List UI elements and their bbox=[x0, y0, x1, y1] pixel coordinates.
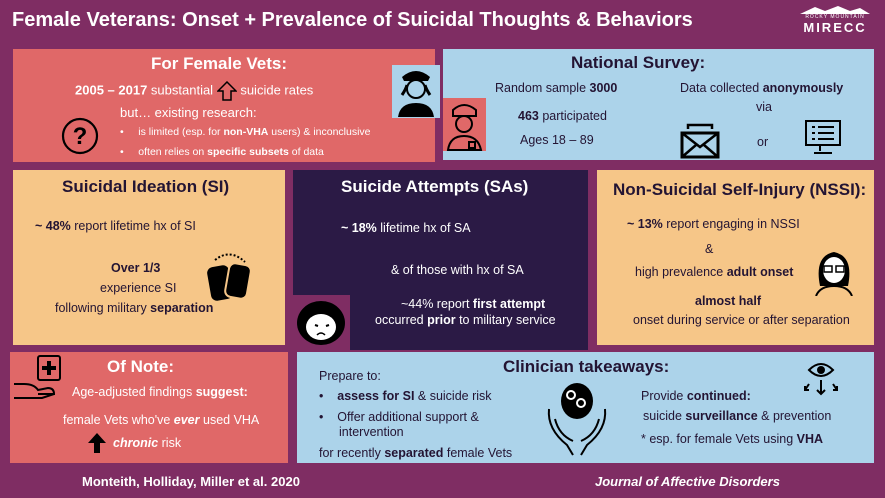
soldier-icon-tile bbox=[392, 65, 440, 118]
years: 2005 – 2017 bbox=[75, 82, 148, 98]
arrow-up-icon bbox=[87, 432, 107, 454]
participated: 463 participated bbox=[518, 109, 607, 123]
logo-bottom: MIRECC bbox=[803, 20, 867, 35]
logo-top: ROCKY MOUNTAIN bbox=[805, 14, 865, 20]
female-vets-panel: For Female Vets: 2005 – 2017 substantial… bbox=[13, 49, 435, 162]
envelope-icon bbox=[680, 121, 720, 159]
clin-provide: Provide continued: bbox=[641, 389, 751, 403]
sad-woman-icon bbox=[297, 301, 345, 345]
national-survey-panel: National Survey: Random sample 3000 463 … bbox=[443, 49, 874, 160]
note-age-adjusted: Age-adjusted findings suggest: bbox=[72, 385, 248, 399]
medical-hand-icon bbox=[12, 354, 64, 402]
sample: Random sample 3000 bbox=[495, 81, 618, 95]
female-soldier-icon bbox=[398, 71, 434, 117]
suicide-rates: suicide rates bbox=[240, 82, 314, 98]
research-line: but… existing research: bbox=[120, 105, 257, 120]
sa-stat: ~ 18% lifetime hx of SA bbox=[341, 221, 471, 235]
survey-heading: National Survey: bbox=[571, 53, 706, 72]
logo: ROCKY MOUNTAIN MIRECC bbox=[795, 6, 875, 35]
of-note-panel: Of Note: Age-adjusted findings suggest: … bbox=[10, 352, 288, 463]
clin-recent: for recently separated female Vets bbox=[319, 446, 513, 460]
si-stat: ~ 48% report lifetime hx of SI bbox=[35, 219, 196, 233]
clin-bullet-assess: • assess for SI & suicide risk bbox=[319, 389, 492, 403]
sa-heading: Suicide Attempts (SAs) bbox=[341, 177, 529, 196]
clinician-panel: Clinician takeaways: Prepare to: • asses… bbox=[297, 352, 874, 463]
si-experience: experience SI bbox=[100, 281, 177, 295]
nssi-adult-onset: high prevalence adult onset bbox=[635, 265, 794, 279]
suicide-attempts-panel: Suicide Attempts (SAs) ~ 18% lifetime hx… bbox=[293, 170, 588, 350]
data-collected: Data collected anonymously bbox=[680, 81, 844, 95]
nssi-amp: & bbox=[705, 242, 714, 256]
si-heading: Suicidal Ideation (SI) bbox=[62, 177, 230, 196]
hands-mind-icon bbox=[545, 379, 609, 459]
dog-tags-icon bbox=[205, 250, 255, 305]
nssi-stat: ~ 13% report engaging in NSSI bbox=[627, 217, 800, 231]
face-icon-tile bbox=[293, 295, 350, 350]
eye-arrows-icon bbox=[803, 360, 839, 396]
suicidal-ideation-panel: Suicidal Ideation (SI) ~ 48% report life… bbox=[13, 170, 285, 345]
si-following: following military separation bbox=[55, 301, 214, 315]
clin-heading: Clinician takeaways: bbox=[503, 357, 670, 376]
ages: Ages 18 – 89 bbox=[520, 133, 594, 147]
nurse-icon-tile bbox=[443, 98, 486, 151]
sa-first-attempt: ~44% report first attempt bbox=[401, 297, 546, 311]
authors: Monteith, Holliday, Miller et al. 2020 bbox=[82, 474, 300, 489]
nssi-almost-half: almost half bbox=[695, 294, 761, 308]
nssi-heading: Non-Suicidal Self-Injury (NSSI): bbox=[613, 180, 867, 199]
sa-prior: occurred prior to military service bbox=[375, 313, 556, 327]
arrow-up-outline-icon bbox=[216, 81, 237, 101]
clin-bullet-offer: • Offer additional support & bbox=[319, 410, 479, 424]
note-ever-used: female Vets who've ever used VHA bbox=[63, 413, 260, 427]
note-chronic: chronic risk bbox=[113, 436, 182, 450]
mountain-icon bbox=[800, 6, 870, 14]
si-over-third: Over 1/3 bbox=[111, 261, 161, 275]
page-title: Female Veterans: Onset + Prevalence of S… bbox=[12, 9, 693, 31]
female-vets-heading: For Female Vets: bbox=[150, 54, 288, 73]
clin-bullet-offer-2: intervention bbox=[339, 425, 404, 439]
computer-survey-icon bbox=[804, 119, 842, 157]
sa-of-those: & of those with hx of SA bbox=[391, 263, 524, 277]
nssi-panel: Non-Suicidal Self-Injury (NSSI): ~ 13% r… bbox=[597, 170, 874, 345]
question-icon: ? bbox=[61, 117, 99, 155]
clin-prepare: Prepare to: bbox=[319, 369, 381, 383]
female-nurse-icon bbox=[446, 104, 483, 151]
note-heading: Of Note: bbox=[107, 357, 175, 376]
rates-line: 2005 – 2017 substantial suicide rates bbox=[75, 81, 313, 101]
journal: Journal of Affective Disorders bbox=[595, 474, 780, 489]
nssi-onset: onset during service or after separation bbox=[633, 313, 850, 327]
woman-glasses-icon bbox=[812, 246, 856, 296]
clin-esp: * esp. for female Vets using VHA bbox=[641, 432, 824, 446]
or: or bbox=[757, 135, 769, 149]
bullet-limited: • is limited (esp. for non-VHA users) & … bbox=[120, 126, 371, 138]
via: via bbox=[756, 100, 772, 114]
clin-surveillance: suicide surveillance & prevention bbox=[643, 409, 832, 423]
svg-text:?: ? bbox=[73, 123, 88, 150]
substantial: substantial bbox=[150, 82, 214, 98]
bullet-subsets: • often relies on specific subsets of da… bbox=[120, 146, 324, 158]
